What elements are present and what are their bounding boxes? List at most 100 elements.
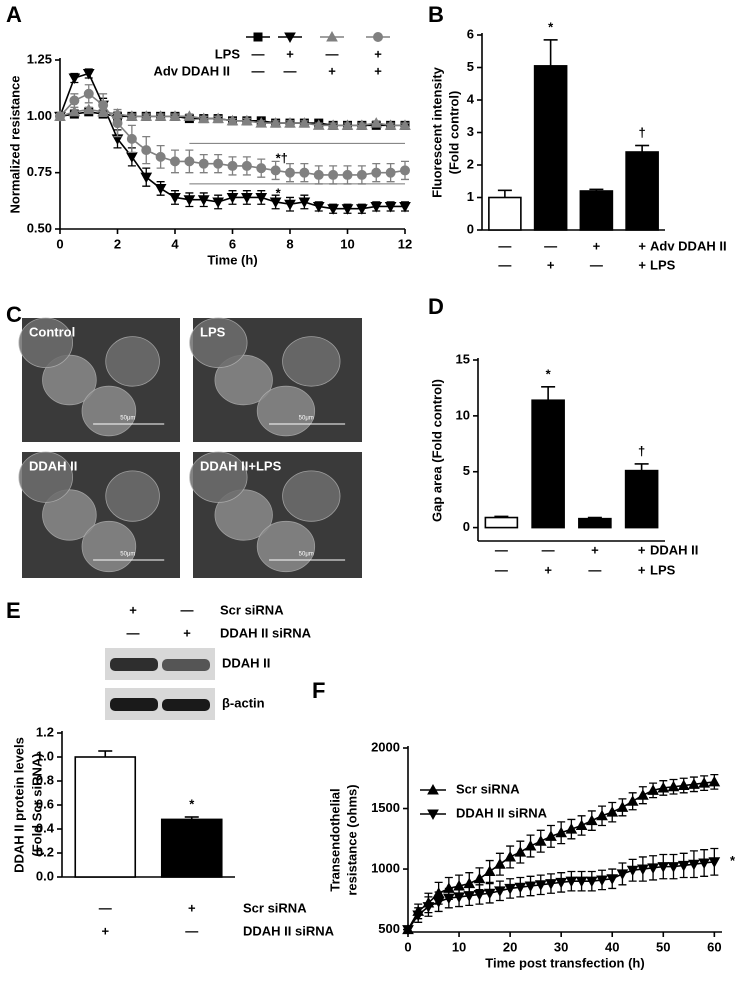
condition-sign: + [638,542,646,557]
data-point [197,112,210,124]
data-point [241,114,253,126]
data-point [585,814,598,826]
data-point [183,110,196,121]
data-point [432,897,445,908]
scale-label: 50μm [120,552,135,558]
image-label: Control [29,324,75,339]
data-point [494,858,506,869]
data-point [400,165,410,176]
data-point [312,119,325,130]
data-point [494,886,506,897]
condition-name: DDAH II siRNA [220,625,312,640]
condition-sign: + [591,542,599,557]
data-point [545,830,557,841]
data-point [126,110,138,121]
y-tick-label: 5 [467,59,474,74]
y-tick-label: 500 [378,921,400,936]
data-point [575,876,588,888]
data-point [256,163,267,174]
data-point [313,169,324,180]
condition-sign: + [593,238,601,253]
x-axis-label: Time (h) [207,252,257,267]
data-point [154,183,167,195]
data-point [463,891,476,902]
bar [74,756,137,878]
y-tick-label: 0.8 [36,772,54,787]
cell [81,385,137,437]
data-point [140,172,153,184]
bar [578,517,612,529]
condition-sign: + [374,46,382,61]
y-tick-label: 1.25 [27,51,52,66]
data-point [284,117,296,128]
data-point [399,119,411,130]
data-point [606,874,619,885]
blot-band [110,658,158,671]
y-tick-label: 15 [456,351,470,366]
data-point [241,192,253,204]
y-tick-label: 2000 [371,739,400,754]
data-point [183,195,196,206]
data-point [555,826,568,838]
data-point [83,88,94,99]
data-point [565,876,578,888]
data-point [371,167,382,178]
data-point [657,781,670,793]
condition-name: Adv DDAH II [650,238,727,253]
data-point [534,835,547,846]
condition-sign: + [374,63,382,78]
data-point [298,117,311,128]
data-point [473,889,486,901]
x-tick-label: 10 [452,939,466,954]
data-point [255,117,268,128]
condition-name: LPS [650,562,676,577]
y-tick-label: 4 [467,91,475,106]
x-tick-label: 0 [56,236,63,251]
data-point [384,201,397,213]
data-point [82,103,95,115]
bar [624,469,659,529]
data-point [169,192,181,204]
annotation: † [639,125,646,140]
y-tick-label: 6 [467,26,474,41]
y-axis-label: DDAH II protein levels [11,737,26,873]
data-point [402,925,414,936]
condition-sign: — [495,562,508,577]
y-tick-label: 0.6 [36,796,54,811]
data-point [667,862,680,873]
image-label: DDAH II+LPS [200,458,282,473]
y-axis-label: Normalized resistance [7,75,22,213]
y-tick-label: 1000 [371,860,400,875]
image-label: DDAH II [29,458,77,473]
data-point [270,165,281,176]
annotation: † [638,443,645,458]
condition-name: Scr siRNA [243,900,307,915]
data-point [626,795,639,806]
condition-name: DDAH II siRNA [243,923,335,938]
image-label: LPS [200,324,226,339]
data-point [327,119,339,130]
series-line [407,781,715,930]
data-point [213,158,224,169]
condition-sign: — [590,257,603,272]
data-point [356,169,367,180]
x-tick-label: 40 [605,939,619,954]
annotation: * [730,853,736,868]
y-axis-label: (Fold control) [446,91,461,175]
data-point [596,809,608,821]
data-point [677,779,690,791]
data-point [68,73,81,85]
data-point [68,105,81,117]
data-point [677,860,690,872]
condition-sign: — [326,46,339,61]
data-point [453,892,465,903]
data-point [504,850,516,862]
condition-sign: + [183,625,191,640]
legend-marker [326,30,338,42]
data-point [514,846,527,857]
y-tick-label: 1 [467,189,474,204]
data-point [667,780,680,792]
data-point [575,819,588,830]
annotation: * [276,186,282,201]
data-point [299,167,310,178]
